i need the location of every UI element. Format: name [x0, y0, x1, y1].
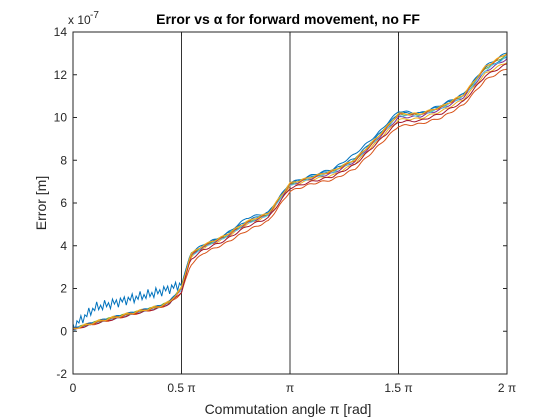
y-axis-label: Error [m] — [33, 176, 49, 230]
series-line-9 — [72, 52, 508, 330]
x-axis-ticks: 0 0.5 π π 1.5 π 2 π — [70, 32, 516, 395]
reference-lines — [181, 32, 399, 374]
y-tick-label-3: 4 — [60, 239, 67, 253]
y-tick-label-6: 10 — [54, 111, 68, 125]
y-tick-label-2: 2 — [60, 282, 67, 296]
x-tick-label-0: 0 — [70, 381, 77, 395]
y-exponent-base: x 10 — [68, 13, 91, 27]
x-axis-label: Commutation angle π [rad] — [205, 401, 372, 417]
y-tick-label-0: -2 — [56, 367, 67, 381]
chart-title: Error vs α for forward movement, no FF — [156, 11, 420, 27]
x-tick-label-2: π — [286, 381, 294, 395]
y-tick-label-5: 8 — [60, 153, 67, 167]
y-tick-label-7: 12 — [54, 68, 68, 82]
y-axis-exponent: x 10 -7 — [68, 10, 99, 27]
x-tick-label-3: 1.5 π — [384, 381, 412, 395]
y-tick-label-8: 14 — [54, 25, 68, 39]
x-tick-label-1: 0.5 π — [167, 381, 195, 395]
x-tick-label-4: 2 π — [498, 381, 516, 395]
y-axis-ticks: -2 0 2 4 6 8 10 12 14 — [54, 25, 507, 381]
y-exponent-power: -7 — [90, 10, 99, 21]
series-group — [72, 52, 508, 331]
y-tick-label-1: 0 — [60, 324, 67, 338]
y-tick-label-4: 6 — [60, 196, 67, 210]
